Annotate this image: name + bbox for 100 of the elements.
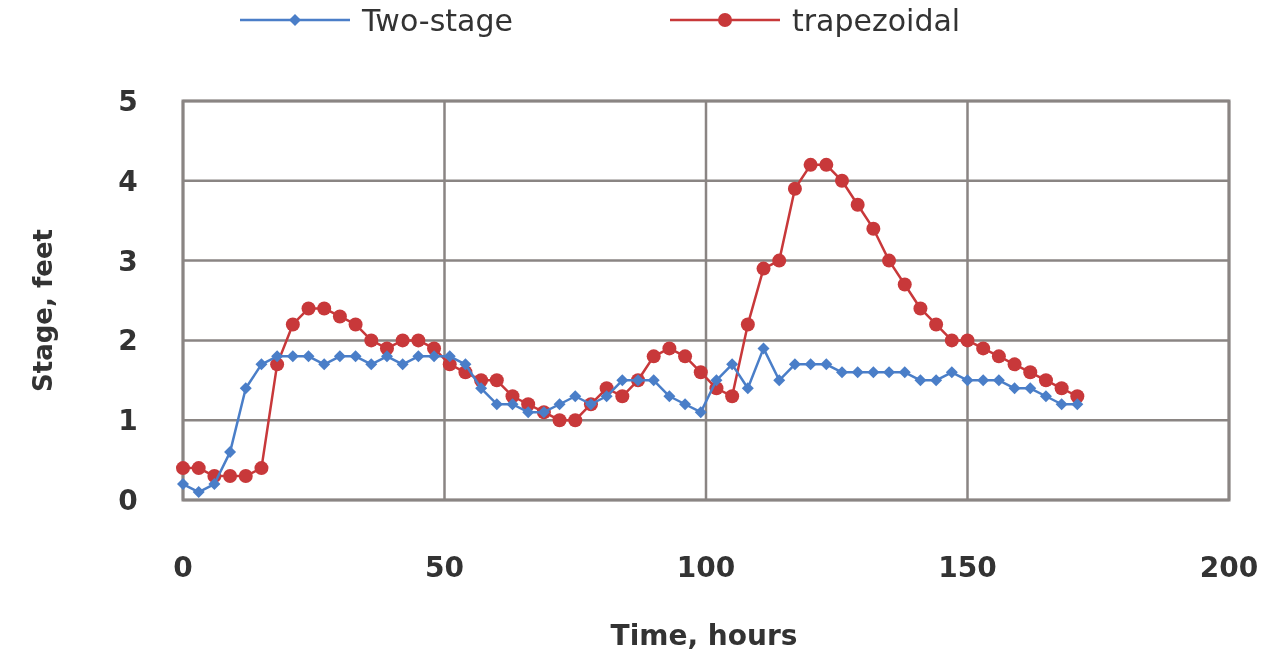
point [506,398,519,411]
point [285,317,300,332]
x-tick-label: 200 [1199,551,1259,584]
point [412,350,425,363]
point [960,333,975,348]
x-tick-label: 100 [676,551,736,584]
point [740,317,755,332]
point [380,350,393,363]
y-tick-label: 2 [118,324,138,358]
point [489,373,504,388]
y-tick-label: 5 [118,85,138,118]
point [475,382,488,395]
point [647,374,660,387]
point [757,342,770,355]
point [600,390,613,403]
point [694,406,707,419]
y-tick-label: 3 [118,244,138,278]
point [459,358,472,371]
point [1024,382,1037,395]
point [302,350,315,363]
point [286,350,299,363]
point [318,358,331,371]
point [254,461,269,476]
point [553,398,566,411]
point [522,406,535,419]
point [646,349,661,364]
point [866,221,881,236]
point [726,358,739,371]
point [396,358,409,371]
point [1038,373,1053,388]
point [332,309,347,324]
point [395,333,410,348]
point [991,349,1006,364]
point [834,173,849,188]
point [913,301,928,316]
point [772,253,787,268]
point [773,374,786,387]
point [1055,398,1068,411]
point [929,317,944,332]
point [788,358,801,371]
point [693,365,708,380]
point [364,333,379,348]
point [301,301,316,316]
point [569,390,582,403]
point [710,374,723,387]
x-tick-label: 150 [938,551,997,584]
point [176,461,190,476]
point [679,398,692,411]
point [898,366,911,379]
point [192,486,205,499]
point [867,366,880,379]
y-tick-label: 4 [118,164,138,198]
point [568,413,583,428]
x-tick-label: 0 [173,551,193,584]
point [348,317,363,332]
point [349,350,362,363]
point [552,413,567,428]
x-axis-title: Time, hours [610,619,798,652]
point [897,277,912,292]
point [851,366,864,379]
legend-label: trapezoidal [792,3,961,38]
point [616,374,629,387]
point [835,366,848,379]
point [615,389,630,404]
point [944,333,959,348]
point [882,253,897,268]
point [804,358,817,371]
point [1039,390,1052,403]
point [976,341,991,356]
point [1007,357,1022,372]
y-axis-title: Stage, feet [28,229,58,392]
point [490,398,503,411]
point [803,157,818,172]
y-tick-label: 1 [118,404,138,438]
point [662,341,677,356]
point [239,382,252,395]
point [365,358,378,371]
point [914,374,927,387]
point [819,157,834,172]
point [992,374,1005,387]
point [1054,381,1069,396]
point [238,469,253,484]
point [820,358,833,371]
point [663,390,676,403]
point [191,461,206,476]
point [443,350,456,363]
point [1008,382,1021,395]
y-tick-label: 0 [118,484,138,517]
point [224,446,237,459]
legend-label: Two-stage [361,3,513,38]
point [945,366,958,379]
point [271,350,284,363]
point [333,350,346,363]
point [208,478,221,491]
point [725,389,740,404]
point [850,197,865,212]
point [1023,365,1038,380]
x-tick-label: 50 [425,551,464,584]
point [223,469,238,484]
point [177,478,189,491]
